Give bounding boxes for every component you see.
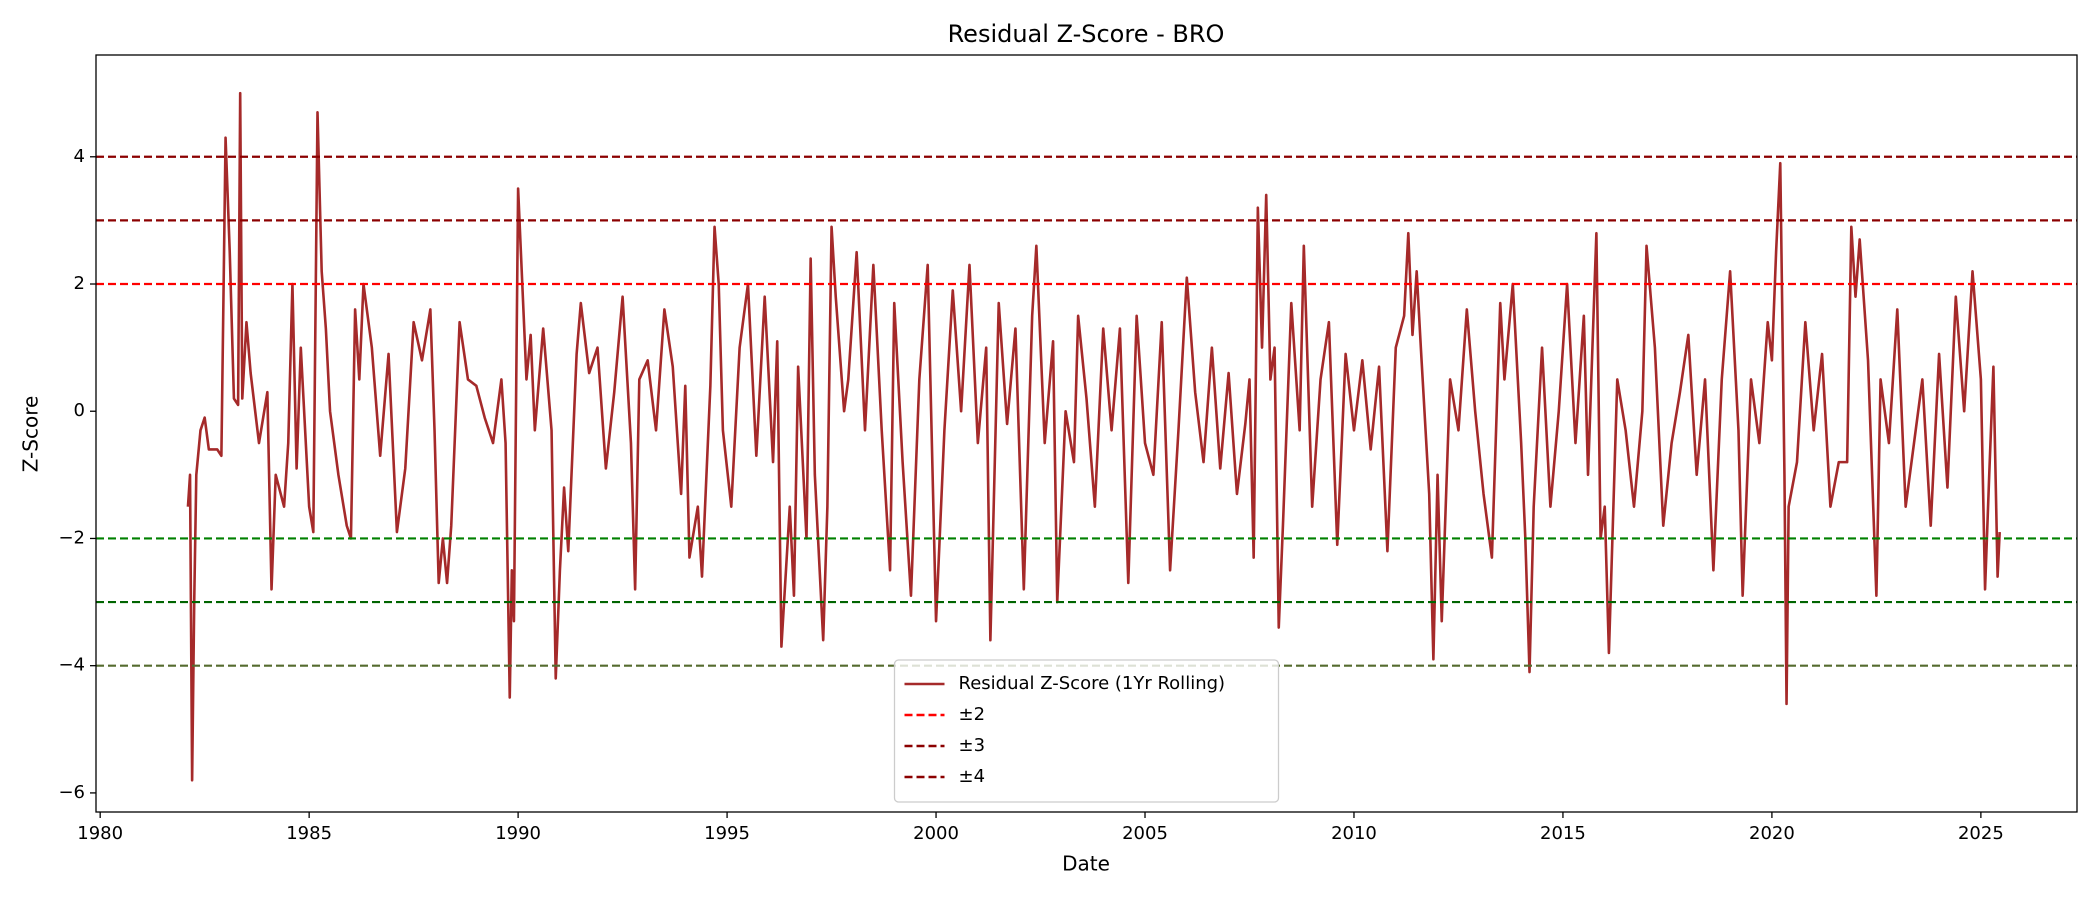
- x-tick-label: 2025: [1958, 823, 2004, 844]
- chart-title: Residual Z-Score - BRO: [948, 20, 1225, 48]
- y-tick-label: −6: [58, 782, 85, 803]
- legend-label: ±3: [959, 735, 986, 756]
- x-axis-label: Date: [1062, 852, 1110, 876]
- legend-label: ±4: [959, 766, 986, 787]
- y-tick-label: −2: [58, 527, 85, 548]
- legend-label: Residual Z-Score (1Yr Rolling): [959, 673, 1226, 694]
- x-tick-label: 1995: [704, 823, 750, 844]
- x-tick-label: 2005: [1122, 823, 1168, 844]
- y-tick-label: 2: [74, 273, 85, 294]
- x-tick-label: 1985: [286, 823, 332, 844]
- plot-frame: [95, 54, 2078, 813]
- y-tick-label: −4: [58, 655, 85, 676]
- y-tick-label: 4: [74, 146, 85, 167]
- y-axis-label: Z-Score: [19, 396, 43, 473]
- legend-label: ±2: [959, 704, 986, 725]
- y-tick-label: 0: [74, 400, 85, 421]
- x-tick-label: 2000: [913, 823, 959, 844]
- x-tick-label: 1980: [77, 823, 123, 844]
- legend-box: [893, 659, 1280, 803]
- x-tick-label: 1990: [495, 823, 541, 844]
- x-tick-label: 2010: [1331, 823, 1377, 844]
- x-tick-label: 2020: [1749, 823, 1795, 844]
- x-tick-label: 2015: [1540, 823, 1586, 844]
- series-line: [186, 91, 2001, 782]
